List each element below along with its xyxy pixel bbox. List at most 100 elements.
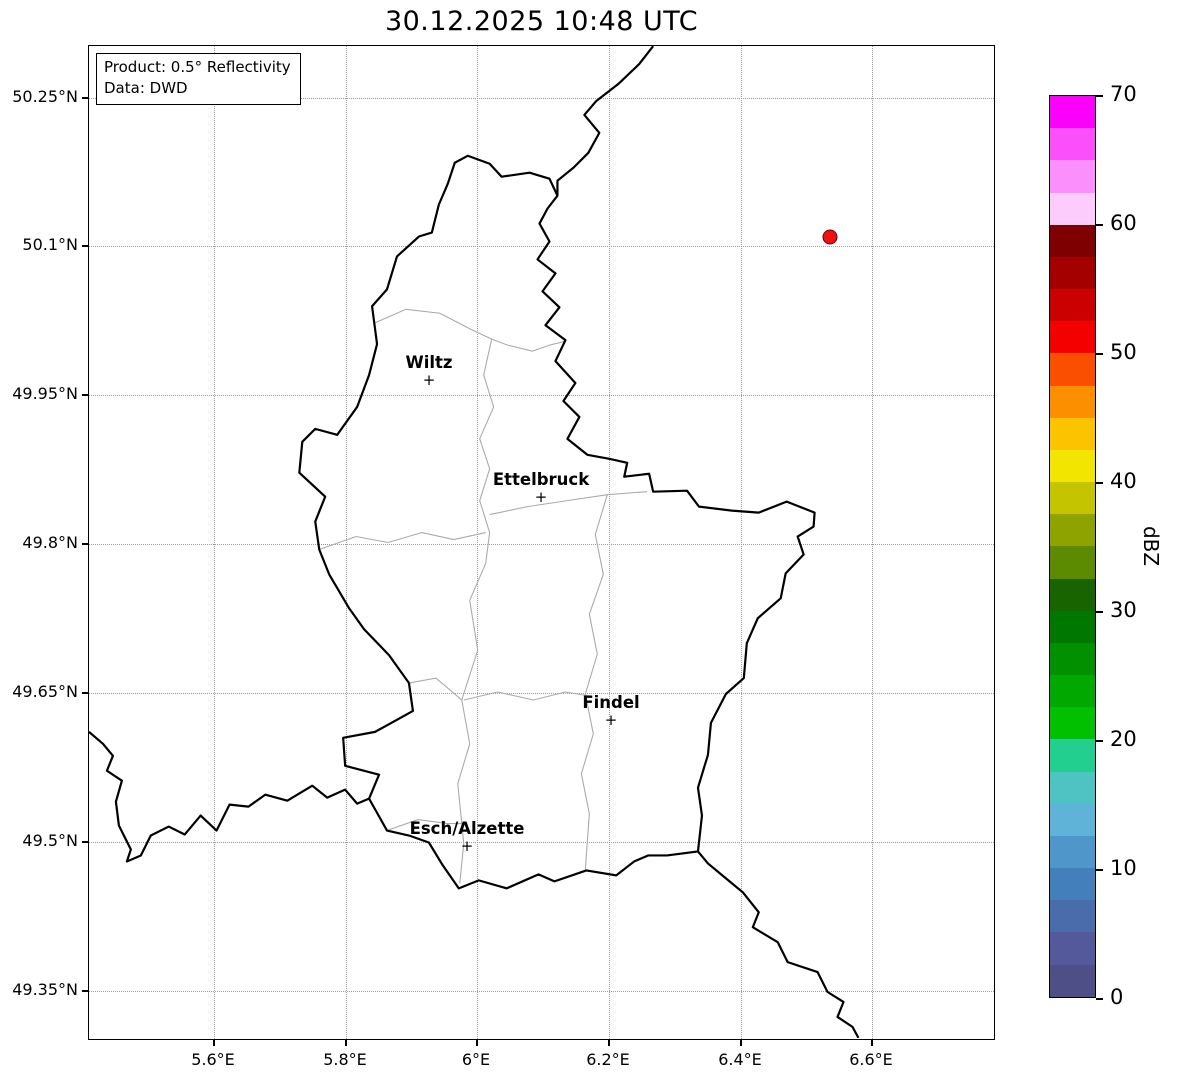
colorbar-tick-label: 20 — [1110, 727, 1137, 751]
gridline-horizontal — [89, 991, 994, 992]
y-tick-mark — [82, 990, 88, 992]
colorbar — [1049, 95, 1096, 998]
info-product-line: Product: 0.5° Reflectivity — [104, 58, 291, 76]
x-tick-label: 6.6°E — [849, 1050, 893, 1069]
luxembourg-map — [89, 46, 860, 1038]
colorbar-tick-mark — [1096, 482, 1103, 484]
colorbar-segment — [1050, 128, 1095, 161]
colorbar-segment — [1050, 160, 1095, 193]
y-tick-mark — [82, 543, 88, 545]
gridline-horizontal — [89, 395, 994, 396]
colorbar-tick-label: 60 — [1110, 211, 1137, 235]
y-tick-label: 49.95°N — [12, 384, 78, 403]
colorbar-tick-label: 40 — [1110, 469, 1137, 493]
colorbar-segment — [1050, 803, 1095, 836]
city-label: Ettelbruck — [492, 470, 590, 489]
colorbar-segment — [1050, 868, 1095, 901]
x-tick-label: 6°E — [461, 1050, 491, 1069]
colorbar-segment — [1050, 675, 1095, 708]
colorbar-tick-mark — [1096, 611, 1103, 613]
colorbar-tick-mark — [1096, 998, 1103, 1000]
colorbar-tick-mark — [1096, 224, 1103, 226]
colorbar-tick-mark — [1096, 95, 1103, 97]
canton-borders — [319, 308, 648, 884]
gridline-horizontal — [89, 693, 994, 694]
x-tick-mark — [345, 1040, 347, 1046]
colorbar-segment — [1050, 192, 1095, 225]
x-tick-label: 6.2°E — [586, 1050, 630, 1069]
colorbar-segment — [1050, 385, 1095, 418]
colorbar-segment — [1050, 900, 1095, 933]
colorbar-tick-label: 50 — [1110, 340, 1137, 364]
city-label: Wiltz — [405, 353, 453, 372]
colorbar-segment — [1050, 546, 1095, 579]
colorbar-segment — [1050, 353, 1095, 386]
info-source-line: Data: DWD — [104, 79, 188, 97]
figure-title: 30.12.2025 10:48 UTC — [384, 6, 699, 37]
colorbar-tick-label: 0 — [1110, 985, 1124, 1009]
gridline-vertical — [741, 46, 742, 1039]
gridline-horizontal — [89, 246, 994, 247]
y-tick-label: 49.35°N — [12, 980, 78, 999]
y-tick-mark — [82, 394, 88, 396]
colorbar-segment — [1050, 482, 1095, 515]
y-tick-label: 49.8°N — [22, 533, 78, 552]
y-tick-mark — [82, 841, 88, 843]
colorbar-segment — [1050, 321, 1095, 354]
map-plot: Product: 0.5° Reflectivity Data: DWD Wil… — [88, 45, 995, 1040]
colorbar-tick-mark — [1096, 869, 1103, 871]
gridline-vertical — [346, 46, 347, 1039]
colorbar-tick-label: 10 — [1110, 856, 1137, 880]
gridline-vertical — [872, 46, 873, 1039]
y-tick-mark — [82, 692, 88, 694]
x-tick-mark — [608, 1040, 610, 1046]
grid-layer — [89, 46, 994, 1039]
x-tick-label: 5.6°E — [191, 1050, 235, 1069]
colorbar-segment — [1050, 932, 1095, 965]
y-tick-label: 50.25°N — [12, 87, 78, 106]
x-tick-mark — [476, 1040, 478, 1046]
colorbar-segment — [1050, 610, 1095, 643]
gridline-vertical — [214, 46, 215, 1039]
colorbar-axis-label: dBZ — [1139, 525, 1164, 567]
x-tick-mark — [740, 1040, 742, 1046]
y-tick-mark — [82, 245, 88, 247]
y-tick-label: 49.5°N — [22, 831, 78, 850]
colorbar-tick-label: 70 — [1110, 82, 1137, 106]
colorbar-segment — [1050, 707, 1095, 740]
info-box: Product: 0.5° Reflectivity Data: DWD — [96, 53, 301, 105]
city-cross-marker: + — [460, 836, 474, 855]
gridline-vertical — [609, 46, 610, 1039]
colorbar-segment — [1050, 642, 1095, 676]
colorbar-segment — [1050, 771, 1095, 804]
colorbar-tick-label: 30 — [1110, 598, 1137, 622]
gridline-vertical — [477, 46, 478, 1039]
radar-echo-dot — [822, 229, 838, 245]
x-tick-mark — [871, 1040, 873, 1046]
colorbar-tick-mark — [1096, 353, 1103, 355]
colorbar-segment — [1050, 96, 1095, 129]
city-label: Findel — [582, 693, 640, 712]
colorbar-segment — [1050, 514, 1095, 547]
gridline-horizontal — [89, 98, 994, 99]
colorbar-tick-mark — [1096, 740, 1103, 742]
y-tick-label: 50.1°N — [22, 235, 78, 254]
gridline-horizontal — [89, 544, 994, 545]
x-tick-mark — [213, 1040, 215, 1046]
x-tick-label: 6.4°E — [718, 1050, 762, 1069]
city-label: Esch/Alzette — [409, 819, 525, 838]
colorbar-segment — [1050, 417, 1095, 450]
colorbar-segment — [1050, 449, 1095, 483]
gridline-horizontal — [89, 842, 994, 843]
colorbar-segment — [1050, 739, 1095, 772]
colorbar-segment — [1050, 835, 1095, 869]
city-cross-marker: + — [534, 487, 548, 506]
colorbar-segment — [1050, 964, 1095, 997]
city-cross-marker: + — [604, 710, 618, 729]
country-borders — [89, 46, 860, 1038]
colorbar-segment — [1050, 224, 1095, 257]
x-tick-label: 5.8°E — [323, 1050, 367, 1069]
y-tick-mark — [82, 97, 88, 99]
city-cross-marker: + — [422, 370, 436, 389]
